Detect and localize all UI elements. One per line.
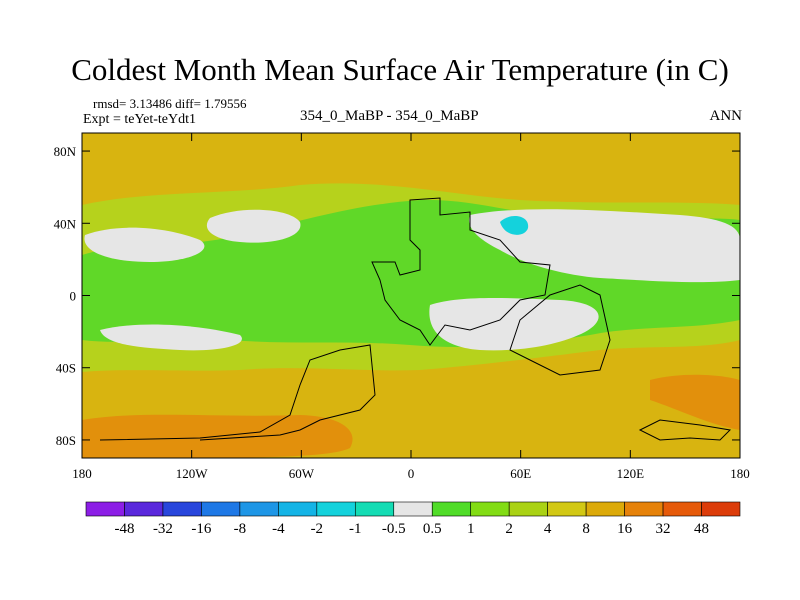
colorbar-swatch: [585, 501, 625, 517]
colorbar-label: -2: [311, 521, 324, 537]
colorbar-label: -4: [272, 521, 285, 537]
y-tick-label: 80S: [56, 433, 76, 448]
colorbar-label: -1: [349, 521, 362, 537]
colorbar-label: -48: [114, 521, 134, 537]
field-coast-outline-east: [509, 284, 611, 376]
experiment-label: Expt = teYet-teYdt1: [83, 112, 197, 127]
colorbar-swatch: [393, 501, 433, 517]
colorbar-swatch: [278, 501, 318, 517]
colorbar-swatch: [201, 501, 241, 517]
colorbar-swatch: [316, 501, 356, 517]
field-coast-outline-north: [371, 197, 551, 346]
stats-label: rmsd= 3.13486 diff= 1.79556: [93, 96, 247, 111]
period-label: ANN: [709, 108, 743, 124]
colorbar-swatch: [547, 501, 587, 517]
y-axis: 80N 40N 0 40S 80S: [54, 144, 740, 448]
field-warm-south-east: [650, 374, 740, 430]
colorbar-swatch: [470, 501, 510, 517]
colorbar-label: -32: [153, 521, 173, 537]
colorbar: -48 -32 -16 -8 -4 -2 -1 -0.5 0.5 1 2 4 8 16 32 48: [85, 501, 741, 537]
y-tick-label: 0: [70, 289, 77, 304]
field-near-zero-pacific: [84, 227, 205, 262]
colorbar-label: -16: [191, 521, 211, 537]
colorbar-swatch: [701, 501, 741, 517]
colorbar-label: 2: [505, 521, 513, 537]
colorbar-swatch: [624, 501, 664, 517]
colorbar-label: 16: [617, 521, 633, 537]
colorbar-swatch: [508, 501, 548, 517]
x-tick-label: 0: [408, 466, 415, 481]
field-coast-outline-southeast: [638, 419, 732, 441]
colorbar-swatch: [431, 501, 472, 517]
field-near-zero-north-america: [206, 209, 301, 243]
x-tick-label: 120W: [176, 466, 209, 481]
colorbar-label: 48: [694, 521, 709, 537]
colorbar-label: 4: [544, 521, 552, 537]
field-coast-outline-south: [99, 344, 376, 441]
colorbar-label: 1: [467, 521, 475, 537]
x-axis: 180 120W 60W 0 60E 120E 180: [72, 133, 750, 481]
y-tick-label: 40N: [54, 216, 77, 231]
x-tick-label: 60W: [289, 466, 315, 481]
colorbar-label: -8: [234, 521, 247, 537]
colorbar-swatch: [354, 501, 395, 517]
x-tick-label: 180: [72, 466, 92, 481]
y-tick-label: 40S: [56, 361, 76, 376]
colorbar-swatch: [124, 501, 164, 517]
colorbar-label: 0.5: [423, 521, 442, 537]
colorbar-swatch: [662, 501, 702, 517]
x-tick-label: 180: [730, 466, 750, 481]
chart-title: Coldest Month Mean Surface Air Temperatu…: [71, 52, 729, 87]
y-tick-label: 80N: [54, 144, 77, 159]
colorbar-swatch: [162, 501, 202, 517]
field-near-zero-africa: [429, 297, 599, 351]
colorbar-label: -0.5: [382, 521, 406, 537]
comparison-label: 354_0_MaBP - 354_0_MaBP: [300, 108, 479, 124]
colorbar-swatch: [239, 501, 279, 517]
contour-field: [82, 133, 740, 458]
x-tick-label: 60E: [510, 466, 531, 481]
colorbar-swatch: [85, 501, 125, 517]
colorbar-label: 8: [582, 521, 590, 537]
x-tick-label: 120E: [617, 466, 645, 481]
colorbar-label: 32: [656, 521, 671, 537]
field-cool-spot: [500, 216, 529, 235]
field-near-zero-south-pacific: [100, 324, 242, 351]
